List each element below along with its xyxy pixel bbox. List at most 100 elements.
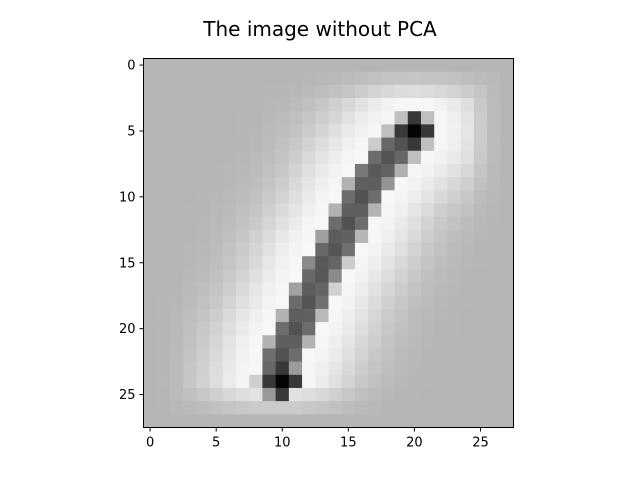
heatmap-cell bbox=[196, 414, 210, 428]
heatmap-cell bbox=[236, 163, 250, 178]
heatmap-cell bbox=[222, 308, 237, 323]
heatmap-cell bbox=[222, 322, 237, 336]
heatmap-cell bbox=[209, 308, 224, 323]
heatmap-cell bbox=[156, 177, 171, 191]
heatmap-cell bbox=[302, 216, 316, 231]
heatmap-cell bbox=[288, 98, 303, 112]
heatmap-cell bbox=[434, 243, 448, 257]
heatmap-cell bbox=[341, 361, 356, 376]
heatmap-cell bbox=[236, 190, 250, 204]
heatmap-cell bbox=[156, 348, 171, 363]
heatmap-cell bbox=[236, 414, 250, 428]
heatmap-cell bbox=[222, 124, 237, 138]
heatmap-cell bbox=[236, 98, 250, 112]
heatmap-cell bbox=[407, 243, 422, 257]
heatmap-cell bbox=[169, 124, 184, 138]
heatmap-cell bbox=[434, 374, 448, 389]
heatmap-cell bbox=[169, 335, 184, 349]
heatmap-cell bbox=[222, 203, 237, 218]
heatmap-cell bbox=[460, 335, 475, 349]
heatmap-cell bbox=[249, 308, 263, 323]
heatmap-cell bbox=[447, 71, 462, 86]
heatmap-cell bbox=[288, 282, 303, 297]
heatmap-cell bbox=[156, 282, 171, 297]
heatmap-cell bbox=[209, 243, 224, 257]
heatmap-cell bbox=[460, 269, 475, 283]
heatmap-cell bbox=[262, 229, 277, 244]
heatmap-cell bbox=[421, 243, 435, 257]
heatmap-cell bbox=[328, 374, 343, 389]
heatmap-cell bbox=[434, 282, 448, 297]
heatmap-cell bbox=[447, 401, 462, 415]
heatmap-cell bbox=[487, 282, 501, 297]
heatmap-cell bbox=[328, 71, 343, 86]
heatmap-cell bbox=[249, 163, 263, 178]
heatmap-cell bbox=[500, 295, 514, 310]
heatmap-cell bbox=[487, 387, 501, 402]
y-tick-label: 5 bbox=[127, 124, 135, 139]
heatmap-cell bbox=[328, 229, 343, 244]
heatmap-cell bbox=[288, 295, 303, 310]
heatmap-cell bbox=[381, 190, 395, 204]
heatmap-cell bbox=[407, 387, 422, 402]
heatmap-cell bbox=[394, 361, 409, 376]
heatmap-cell bbox=[249, 282, 263, 297]
heatmap-cell bbox=[368, 163, 382, 178]
heatmap-cell bbox=[473, 348, 488, 363]
heatmap-cell bbox=[222, 71, 237, 86]
heatmap-cell bbox=[460, 414, 475, 428]
heatmap-cell bbox=[143, 374, 158, 389]
heatmap-cell bbox=[275, 401, 290, 415]
heatmap-cell bbox=[196, 387, 210, 402]
heatmap-cell bbox=[434, 150, 448, 165]
x-tick-label: 20 bbox=[406, 436, 423, 451]
heatmap-cell bbox=[262, 124, 277, 138]
heatmap-cell bbox=[421, 177, 435, 191]
heatmap-cell bbox=[473, 124, 488, 138]
heatmap-cell bbox=[368, 335, 382, 349]
x-tick-label: 10 bbox=[274, 436, 291, 451]
heatmap-cell bbox=[222, 269, 237, 283]
heatmap-cell bbox=[209, 282, 224, 297]
heatmap-cell bbox=[169, 295, 184, 310]
heatmap-cell bbox=[460, 348, 475, 363]
heatmap-cell bbox=[196, 124, 210, 138]
heatmap-cell bbox=[315, 322, 329, 336]
heatmap-cell bbox=[354, 414, 369, 428]
heatmap-cell bbox=[209, 58, 224, 73]
heatmap-cell bbox=[183, 295, 197, 310]
heatmap-cell bbox=[288, 401, 303, 415]
heatmap-cell bbox=[434, 414, 448, 428]
heatmap-cell bbox=[236, 84, 250, 99]
heatmap-cell bbox=[407, 322, 422, 336]
heatmap-cell bbox=[500, 216, 514, 231]
heatmap-cell bbox=[275, 295, 290, 310]
heatmap-cell bbox=[473, 216, 488, 231]
heatmap-cell bbox=[487, 124, 501, 138]
heatmap-cell bbox=[156, 216, 171, 231]
heatmap-cell bbox=[434, 295, 448, 310]
heatmap-cell bbox=[368, 71, 382, 86]
heatmap-cell bbox=[196, 163, 210, 178]
heatmap-cell bbox=[341, 229, 356, 244]
heatmap-cell bbox=[196, 137, 210, 152]
heatmap-cell bbox=[354, 111, 369, 125]
heatmap-cell bbox=[473, 295, 488, 310]
heatmap-cell bbox=[394, 269, 409, 283]
heatmap-cell bbox=[315, 335, 329, 349]
heatmap-cell bbox=[143, 414, 158, 428]
heatmap-cell bbox=[169, 177, 184, 191]
heatmap-cell bbox=[222, 414, 237, 428]
heatmap-cell bbox=[447, 111, 462, 125]
heatmap-cell bbox=[262, 335, 277, 349]
heatmap-cell bbox=[222, 348, 237, 363]
heatmap-cell bbox=[447, 98, 462, 112]
heatmap-cell bbox=[354, 98, 369, 112]
heatmap-cell bbox=[262, 282, 277, 297]
heatmap-cell bbox=[487, 414, 501, 428]
heatmap-cell bbox=[275, 111, 290, 125]
heatmap-cell bbox=[500, 124, 514, 138]
heatmap-cell bbox=[421, 295, 435, 310]
heatmap-cell bbox=[288, 190, 303, 204]
heatmap-cell bbox=[407, 216, 422, 231]
